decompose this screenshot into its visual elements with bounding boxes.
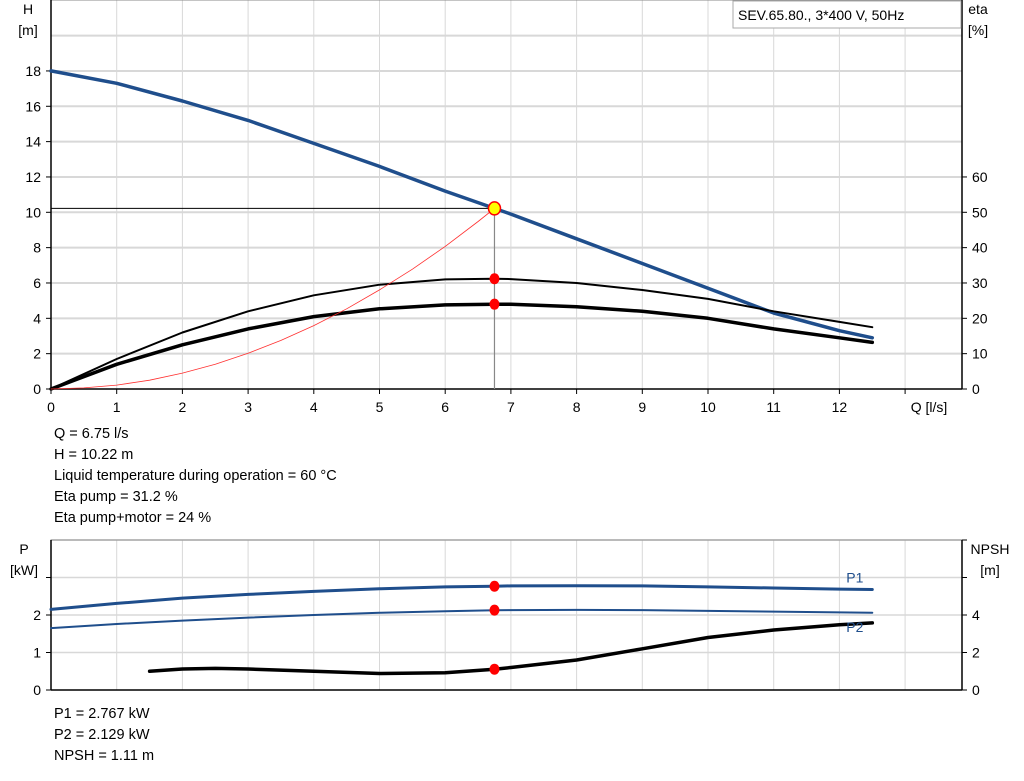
readout-npsh: NPSH = 1.11 m: [54, 748, 155, 764]
P1-curve: [49, 584, 874, 611]
x-tick-label: 4: [310, 399, 318, 415]
x-tick-label: 0: [47, 399, 55, 415]
readout-eta-pump: Eta pump = 31.2 %: [54, 489, 178, 505]
y2-tick-label: 40: [972, 240, 988, 256]
y2-tick-label: 30: [972, 275, 988, 291]
y-axis-unit: [m]: [18, 22, 37, 38]
eta-pump-motor-curve: [49, 302, 875, 391]
y2-axis-label: eta: [968, 1, 988, 17]
y-tick-label: 2: [33, 346, 41, 362]
x-tick-label: 12: [832, 399, 848, 415]
y-axis-label: P: [19, 541, 28, 557]
chart-title: SEV.65.80., 3*400 V, 50Hz: [738, 7, 904, 23]
system-curve-curve: [50, 208, 495, 390]
y2-tick-label: 0: [972, 381, 980, 397]
y2-tick-label: 10: [972, 346, 988, 362]
y-tick-label: 1: [33, 645, 41, 661]
x-tick-label: 10: [700, 399, 716, 415]
readout-p2: P2 = 2.129 kW: [54, 727, 150, 743]
x-tick-label: 2: [179, 399, 187, 415]
y-tick-label: 0: [33, 682, 41, 698]
x-axis-label: Q [l/s]: [911, 399, 948, 415]
y-tick-label: 10: [25, 204, 41, 220]
H-curve: [49, 69, 875, 340]
eta-pump-curve: [50, 277, 874, 390]
y-tick-label: 6: [33, 275, 41, 291]
y-axis-unit: [kW]: [10, 562, 38, 578]
y-tick-label: 2: [33, 607, 41, 623]
x-tick-label: 7: [507, 399, 515, 415]
title-box: [732, 0, 962, 29]
y-axis-label: H: [23, 1, 33, 17]
p1-series-label: P1: [846, 570, 863, 586]
y2-axis-unit: [%]: [968, 22, 988, 38]
x-tick-label: 3: [244, 399, 252, 415]
y-tick-label: 12: [25, 169, 41, 185]
x-tick-label: 6: [441, 399, 449, 415]
y2-tick-label: 20: [972, 310, 988, 326]
readout-temp: Liquid temperature during operation = 60…: [54, 468, 337, 484]
x-tick-label: 1: [113, 399, 121, 415]
y-tick-label: 16: [25, 98, 41, 114]
eta-total-marker: [489, 298, 500, 310]
x-tick-label: 9: [638, 399, 646, 415]
x-tick-label: 8: [573, 399, 581, 415]
duty-point-marker: [487, 201, 502, 216]
x-tick-label: 5: [376, 399, 384, 415]
p2-series-label: P2: [846, 619, 863, 635]
y-tick-label: 14: [25, 134, 41, 150]
readout-p1: P1 = 2.767 kW: [54, 706, 150, 722]
eta-pump-marker: [489, 273, 500, 285]
y2-tick-label: 50: [972, 204, 988, 220]
x-tick-label: 11: [766, 399, 781, 415]
readout-h: H = 10.22 m: [54, 447, 134, 463]
y2-tick-label: 4: [972, 607, 980, 623]
y2-tick-label: 60: [972, 169, 988, 185]
readout-q: Q = 6.75 l/s: [54, 426, 129, 442]
y2-axis-label: NPSH: [971, 541, 1010, 557]
readout-eta-total: Eta pump+motor = 24 %: [54, 510, 212, 526]
y2-tick-label: 0: [972, 682, 980, 698]
y-tick-label: 4: [33, 310, 41, 326]
y-tick-label: 8: [33, 240, 41, 256]
y2-tick-label: 2: [972, 645, 980, 661]
readout-top: Q = 6.75 l/s H = 10.22 m Liquid temperat…: [54, 424, 337, 529]
P2-curve: [50, 608, 874, 630]
p2-marker: [489, 604, 500, 616]
npsh-marker: [489, 663, 500, 675]
readout-bottom: P1 = 2.767 kW P2 = 2.129 kW NPSH = 1.11 …: [54, 704, 154, 767]
y-tick-label: 18: [25, 63, 41, 79]
y2-axis-unit: [m]: [980, 562, 999, 578]
p1-marker: [489, 580, 500, 592]
y-tick-label: 0: [33, 381, 41, 397]
